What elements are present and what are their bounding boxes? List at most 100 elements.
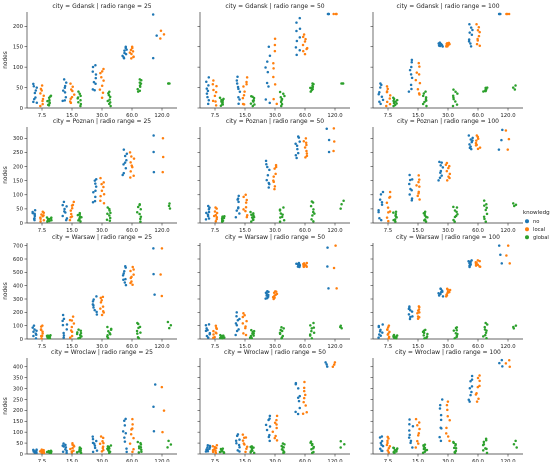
point-no <box>95 310 98 314</box>
point-no <box>411 425 415 428</box>
point-global <box>455 326 459 329</box>
point-local <box>68 100 72 103</box>
point-global <box>421 94 425 98</box>
point-no <box>234 215 238 219</box>
x-tick-label: 120.0 <box>154 228 170 234</box>
point-global <box>249 210 252 214</box>
point-local <box>129 176 132 179</box>
point-local <box>161 170 164 174</box>
point-local <box>416 424 419 427</box>
point-no <box>409 73 413 76</box>
point-global <box>281 213 284 216</box>
panel-warsaw-25: city = Warsaw | radio range = 25 0 100 200 3… <box>3 234 177 350</box>
point-local <box>101 436 105 440</box>
point-local <box>417 442 420 445</box>
point-local <box>273 290 277 293</box>
point-global <box>78 446 82 449</box>
point-no <box>32 82 35 86</box>
point-global <box>312 450 315 454</box>
point-local <box>385 328 389 331</box>
point-global <box>456 212 459 216</box>
point-no <box>408 429 411 432</box>
point-no <box>235 314 238 318</box>
point-no <box>207 99 211 102</box>
point-local <box>417 305 421 308</box>
point-no <box>206 444 210 447</box>
point-global <box>514 439 517 443</box>
point-global <box>167 204 171 208</box>
point-local <box>132 55 135 58</box>
point-no <box>265 428 269 432</box>
y-tick-label: 700 <box>13 243 24 249</box>
point-no <box>438 403 442 407</box>
point-no <box>439 164 442 167</box>
point-global <box>309 204 313 208</box>
point-no <box>298 49 301 52</box>
point-no <box>327 138 331 142</box>
point-global <box>109 104 112 108</box>
point-no <box>33 328 36 331</box>
point-local <box>332 266 336 270</box>
point-local <box>388 190 392 194</box>
x-tick-label: 7.5 <box>384 113 392 119</box>
point-no <box>294 46 298 49</box>
point-local <box>214 206 217 209</box>
point-global <box>250 328 253 332</box>
point-global <box>312 208 315 211</box>
point-local <box>42 94 45 97</box>
point-local <box>132 157 136 160</box>
point-local <box>334 244 337 247</box>
point-local <box>41 324 44 327</box>
point-local <box>304 141 308 145</box>
point-local <box>215 84 218 88</box>
point-local <box>130 275 133 279</box>
point-no <box>380 201 384 204</box>
point-global <box>108 219 112 223</box>
point-local <box>244 333 248 337</box>
point-global <box>283 94 286 98</box>
point-no <box>31 326 34 329</box>
point-local <box>242 312 245 315</box>
point-local <box>99 71 102 75</box>
point-global <box>280 215 284 219</box>
point-global <box>455 329 458 332</box>
point-global <box>455 103 459 106</box>
point-local <box>302 262 306 265</box>
point-local <box>69 329 73 332</box>
point-global <box>108 98 111 101</box>
point-no <box>295 29 298 33</box>
point-global <box>454 332 458 335</box>
point-local <box>506 148 510 151</box>
y-tick-label: 400 <box>13 365 24 371</box>
point-no <box>123 440 127 443</box>
point-local <box>388 94 392 97</box>
point-local <box>98 88 102 91</box>
point-no <box>295 21 298 24</box>
panel-gdansk-100: city = Gdansk | radio range = 100 7.5 15.0… <box>370 3 523 119</box>
point-local <box>385 85 389 88</box>
point-local <box>416 88 420 91</box>
point-no <box>61 450 65 454</box>
point-no <box>207 217 211 220</box>
point-global <box>282 92 285 96</box>
point-global <box>340 202 343 206</box>
y-tick-label: 0 <box>20 221 24 227</box>
point-local <box>213 94 217 98</box>
x-tick-label: 120.0 <box>327 228 343 234</box>
point-local <box>504 129 508 132</box>
point-no <box>65 217 69 220</box>
point-global <box>453 337 456 340</box>
point-local <box>39 92 42 95</box>
point-local <box>274 163 278 167</box>
point-global <box>278 208 282 211</box>
point-local <box>387 447 391 450</box>
point-global <box>223 336 226 339</box>
point-no <box>379 102 382 106</box>
point-global <box>106 212 109 216</box>
point-global <box>106 206 109 209</box>
x-tick-label: 15.0 <box>239 113 251 119</box>
point-no <box>268 439 271 443</box>
point-global <box>393 218 397 221</box>
point-no <box>294 410 297 414</box>
point-local <box>129 161 132 164</box>
